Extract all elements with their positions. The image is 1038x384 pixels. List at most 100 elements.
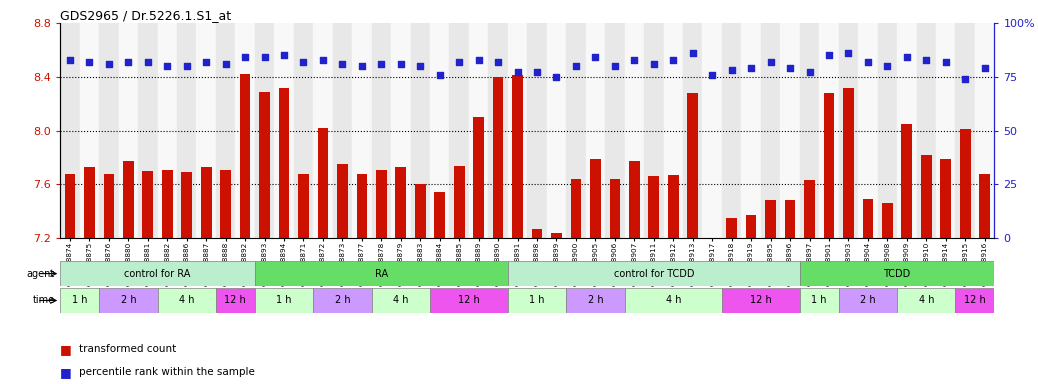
Bar bbox=[508, 288, 566, 313]
Bar bbox=[667, 175, 679, 238]
Text: 2 h: 2 h bbox=[120, 295, 136, 306]
Point bbox=[704, 71, 720, 78]
Bar bbox=[395, 167, 406, 238]
Bar bbox=[897, 23, 917, 238]
Bar bbox=[352, 23, 372, 238]
Bar bbox=[882, 203, 893, 238]
Bar bbox=[745, 215, 757, 238]
Bar bbox=[493, 77, 503, 238]
Bar bbox=[547, 23, 567, 238]
Bar bbox=[722, 288, 799, 313]
Point bbox=[315, 56, 331, 63]
Bar bbox=[142, 171, 154, 238]
Bar bbox=[567, 288, 625, 313]
Bar bbox=[882, 203, 893, 238]
Bar bbox=[799, 288, 839, 313]
Point bbox=[490, 59, 507, 65]
Bar bbox=[469, 23, 489, 238]
Bar bbox=[104, 174, 114, 238]
Bar bbox=[313, 288, 372, 313]
Text: transformed count: transformed count bbox=[79, 344, 176, 354]
Bar bbox=[863, 199, 873, 238]
Bar bbox=[858, 23, 878, 238]
Point bbox=[646, 61, 662, 67]
Bar bbox=[687, 93, 699, 238]
Bar bbox=[785, 200, 795, 238]
Point bbox=[81, 59, 98, 65]
Bar bbox=[118, 23, 138, 238]
Text: RA: RA bbox=[375, 268, 388, 279]
Point bbox=[179, 63, 195, 69]
Bar bbox=[200, 167, 212, 238]
Bar bbox=[372, 288, 430, 313]
Bar bbox=[80, 23, 100, 238]
Bar bbox=[372, 23, 391, 238]
Bar bbox=[917, 23, 936, 238]
Bar bbox=[64, 174, 76, 238]
Bar bbox=[629, 161, 639, 238]
Bar bbox=[940, 159, 951, 238]
Bar bbox=[897, 288, 955, 313]
Bar bbox=[236, 23, 255, 238]
Point bbox=[392, 61, 409, 67]
Point bbox=[743, 65, 760, 71]
Bar bbox=[220, 169, 231, 238]
Bar bbox=[255, 23, 274, 238]
Bar bbox=[142, 171, 154, 238]
Bar bbox=[473, 117, 484, 238]
Point bbox=[61, 56, 78, 63]
Bar bbox=[901, 124, 912, 238]
Bar bbox=[727, 218, 737, 238]
Bar bbox=[337, 164, 348, 238]
Text: ■: ■ bbox=[60, 366, 76, 379]
Bar bbox=[60, 261, 255, 286]
Bar bbox=[644, 23, 663, 238]
Bar bbox=[531, 228, 543, 238]
Bar bbox=[99, 288, 158, 313]
Point bbox=[217, 61, 234, 67]
Point bbox=[762, 59, 778, 65]
Bar bbox=[60, 288, 99, 313]
Bar bbox=[765, 200, 776, 238]
Bar bbox=[182, 172, 192, 238]
Point bbox=[782, 65, 798, 71]
Bar bbox=[391, 23, 411, 238]
Point bbox=[101, 61, 117, 67]
Bar bbox=[625, 288, 722, 313]
Text: TCDD: TCDD bbox=[883, 268, 910, 279]
Point bbox=[470, 56, 487, 63]
Bar bbox=[395, 167, 406, 238]
Bar bbox=[122, 161, 134, 238]
Bar bbox=[605, 23, 625, 238]
Bar bbox=[162, 169, 172, 238]
Bar bbox=[975, 23, 994, 238]
Bar bbox=[216, 23, 236, 238]
Text: 12 h: 12 h bbox=[224, 295, 246, 306]
Bar bbox=[278, 88, 290, 238]
Bar bbox=[240, 74, 250, 238]
Bar bbox=[921, 155, 932, 238]
Text: time: time bbox=[33, 295, 55, 306]
Point bbox=[937, 59, 954, 65]
Bar bbox=[337, 164, 348, 238]
Text: 4 h: 4 h bbox=[919, 295, 934, 306]
Text: 2 h: 2 h bbox=[588, 295, 603, 306]
Bar bbox=[64, 174, 76, 238]
Bar bbox=[585, 23, 605, 238]
Text: 12 h: 12 h bbox=[964, 295, 986, 306]
Bar bbox=[489, 23, 508, 238]
Text: percentile rank within the sample: percentile rank within the sample bbox=[79, 367, 254, 377]
Point bbox=[159, 63, 175, 69]
Point bbox=[957, 76, 974, 82]
Bar bbox=[162, 169, 172, 238]
Bar bbox=[138, 23, 158, 238]
Point bbox=[354, 63, 371, 69]
Text: ■: ■ bbox=[60, 343, 76, 356]
Point bbox=[256, 55, 273, 61]
Bar bbox=[625, 23, 644, 238]
Point bbox=[276, 52, 293, 58]
Bar bbox=[278, 88, 290, 238]
Point bbox=[859, 59, 876, 65]
Bar bbox=[551, 233, 562, 238]
Point bbox=[821, 52, 838, 58]
